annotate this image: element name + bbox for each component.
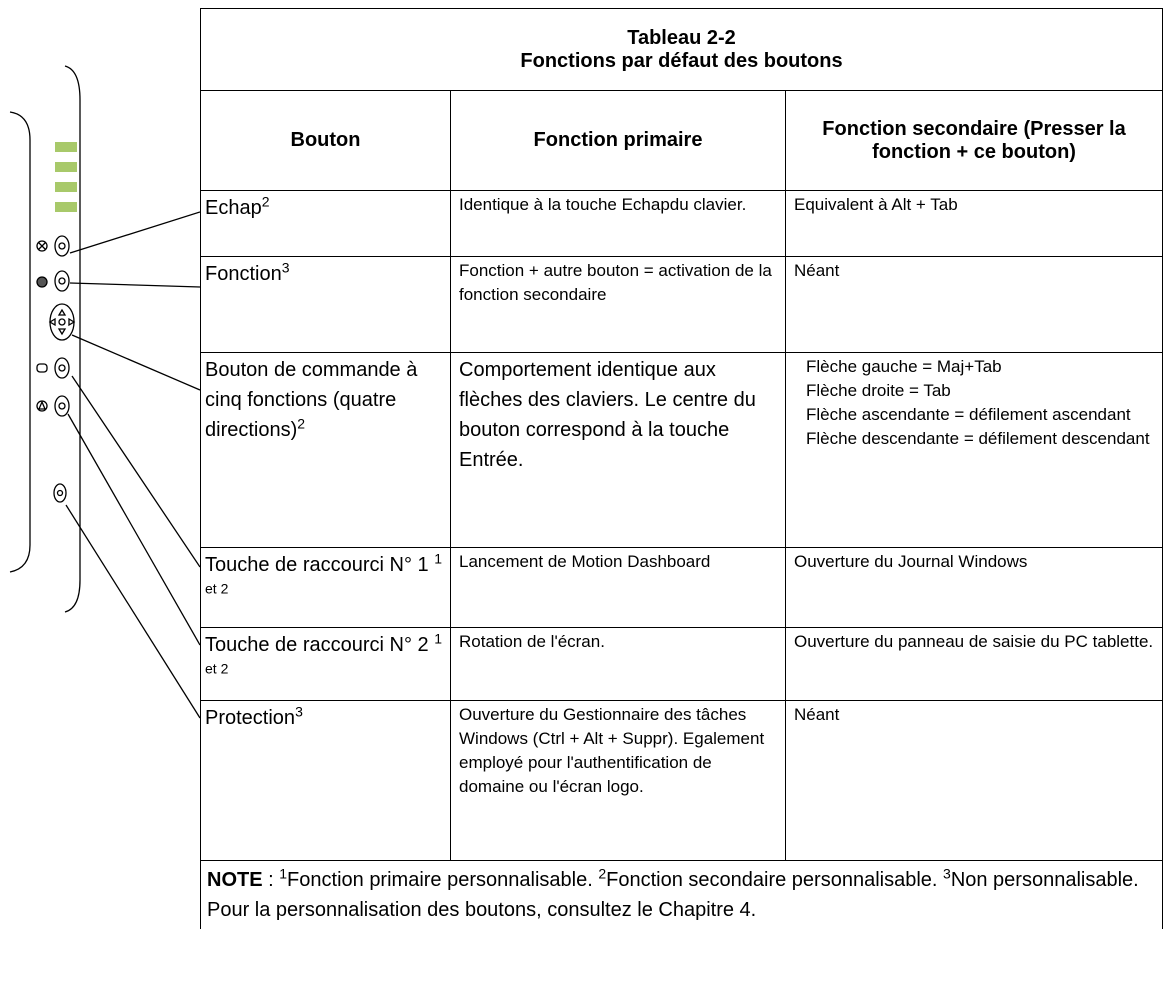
secondary-function: Ouverture du Journal Windows <box>794 552 1028 571</box>
footnote-number: 1 <box>279 865 288 882</box>
footnote-ref: 1 et 2 <box>205 550 443 597</box>
primary-function: Fonction + autre bouton = activation de … <box>459 261 772 304</box>
secondary-function: Flèche descendante = défilement descenda… <box>806 429 1150 448</box>
button-cell: Protection3 <box>200 700 451 861</box>
secondary-cell: Equivalent à Alt + Tab <box>784 190 1164 257</box>
secondary-cell: Flèche gauche = Maj+Tab Flèche droite = T… <box>784 352 1164 548</box>
table-row: Protection3 Ouverture du Gestionnaire des… <box>200 700 1164 861</box>
secondary-function: Equivalent à Alt + Tab <box>794 195 958 214</box>
table-row: Bouton de commande à cinq fonctions (qua… <box>200 352 1164 548</box>
button-name: Touche de raccourci N° 1 <box>205 554 429 576</box>
footnote-text: Fonction secondaire personnalisable. <box>606 869 938 891</box>
secondary-function: Flèche droite = Tab <box>806 381 951 400</box>
footnote-ref: 2 <box>297 415 306 432</box>
device-diagram <box>9 65 200 719</box>
button-cell: Fonction3 <box>200 256 451 353</box>
button-cell: Touche de raccourci N° 2 1 et 2 <box>200 627 451 701</box>
table-row: Fonction3 Fonction + autre bouton = activ… <box>200 256 1164 353</box>
footnote-number: 3 <box>943 865 951 882</box>
primary-cell: Lancement de Motion Dashboard <box>450 547 786 628</box>
button-name: Fonction <box>205 263 282 285</box>
button-name: Echap <box>205 197 262 219</box>
secondary-function: Néant <box>794 705 840 724</box>
table-row: Touche de raccourci N° 1 1 et 2 Lancement… <box>200 547 1164 628</box>
button-cell: Bouton de commande à cinq fonctions (qua… <box>200 352 451 548</box>
button-cell: Echap2 <box>200 190 451 257</box>
primary-cell: Ouverture du Gestionnaire des tâches Win… <box>450 700 786 861</box>
note-separator: : <box>268 869 274 891</box>
primary-function: Rotation de l'écran. <box>459 632 605 651</box>
table-title: Tableau 2-2 <box>627 26 736 49</box>
secondary-function: Ouverture du panneau de saisie du PC tab… <box>794 632 1154 651</box>
primary-function: Ouverture du Gestionnaire des tâches Win… <box>459 705 765 796</box>
footnote-text: Fonction primaire personnalisable. <box>287 869 593 891</box>
secondary-function: Flèche gauche = Maj+Tab <box>806 357 1002 376</box>
footnote-ref: 2 <box>261 193 270 210</box>
secondary-function: Flèche ascendante = défilement ascendant <box>806 405 1131 424</box>
button-cell: Touche de raccourci N° 1 1 et 2 <box>200 547 451 628</box>
column-header: Fonction secondaire (Presser la fonction… <box>784 90 1164 191</box>
footnote-ref: 3 <box>295 703 303 720</box>
primary-function: Lancement de Motion Dashboard <box>459 552 711 571</box>
title-row: Tableau 2-2 Fonctions par défaut des bout… <box>199 8 1164 91</box>
button-table: Tableau 2-2 Fonctions par défaut des bout… <box>199 8 1164 929</box>
column-header: Bouton <box>200 90 451 191</box>
primary-cell: Rotation de l'écran. <box>450 627 786 701</box>
footnote-number: 2 <box>598 865 607 882</box>
button-name: Protection <box>205 707 296 729</box>
button-name: Touche de raccourci N° 2 <box>205 634 429 656</box>
note-cell: NOTE : 1Fonction primaire personnalisabl… <box>199 860 1164 929</box>
footnote-text: Non personnalisable. Pour la personnalis… <box>207 869 1139 921</box>
note-label: NOTE <box>207 869 263 891</box>
header-row: Bouton Fonction primaire Fonction secondai… <box>200 90 1164 191</box>
footnote-ref: 3 <box>281 259 290 276</box>
table-title: Fonctions par défaut des boutons <box>520 49 843 72</box>
table-row: Echap2 Identique à la touche Echapdu clav… <box>200 190 1164 257</box>
secondary-cell: Néant <box>784 256 1164 353</box>
note-row: NOTE : 1Fonction primaire personnalisabl… <box>199 860 1164 929</box>
column-header: Fonction primaire <box>450 90 786 191</box>
primary-cell: Comportement identique aux flèches des c… <box>450 352 786 548</box>
secondary-cell: Néant <box>784 700 1164 861</box>
title-cell: Tableau 2-2 Fonctions par défaut des bout… <box>199 8 1164 91</box>
primary-function: Identique à la touche Echapdu clavier. <box>459 195 747 214</box>
secondary-cell: Ouverture du panneau de saisie du PC tab… <box>784 627 1164 701</box>
primary-cell: Fonction + autre bouton = activation de … <box>450 256 786 353</box>
secondary-cell: Ouverture du Journal Windows <box>784 547 1164 628</box>
footnote-ref: 1 et 2 <box>205 630 443 677</box>
secondary-function: Néant <box>794 261 840 280</box>
table-row: Touche de raccourci N° 2 1 et 2 Rotation … <box>200 627 1164 701</box>
primary-cell: Identique à la touche Echapdu clavier. <box>450 190 786 257</box>
button-name: Bouton de commande à cinq fonctions (qua… <box>205 359 418 441</box>
primary-function: Comportement identique aux flèches des c… <box>459 359 756 471</box>
